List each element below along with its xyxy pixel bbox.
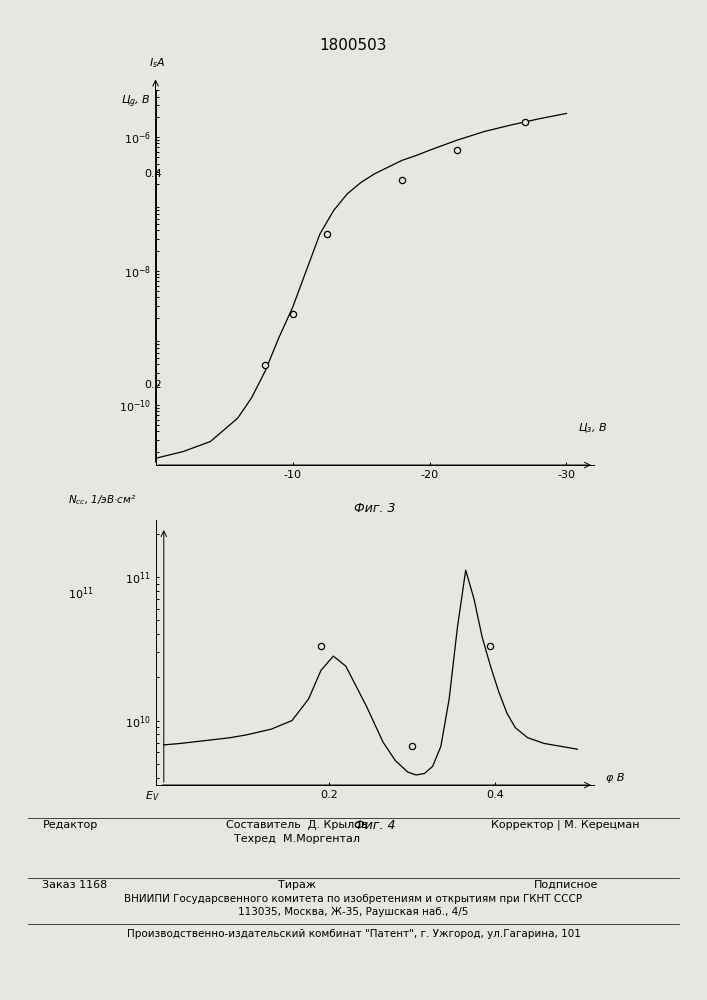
Text: $E_V$: $E_V$: [145, 789, 160, 803]
Text: 113035, Москва, Ж-35, Раушская наб., 4/5: 113035, Москва, Ж-35, Раушская наб., 4/5: [238, 907, 469, 917]
Text: Составитель  Д. Крылов: Составитель Д. Крылов: [226, 820, 368, 830]
Text: ВНИИПИ Государсвенного комитета по изобретениям и открытиям при ГКНТ СССР: ВНИИПИ Государсвенного комитета по изобр…: [124, 894, 583, 904]
Text: φ В: φ В: [607, 773, 625, 783]
Text: $Ц_з$, В: $Ц_з$, В: [578, 421, 607, 435]
Text: Техред  М.Моргентал: Техред М.Моргентал: [234, 834, 360, 844]
Text: $Ц_g$, В: $Ц_g$, В: [122, 93, 151, 110]
Text: Подписное: Подписное: [533, 880, 598, 890]
Text: $I_s$А: $I_s$А: [148, 56, 165, 70]
Text: Фиг. 4: Фиг. 4: [354, 819, 395, 832]
Text: $10^{11}$: $10^{11}$: [68, 586, 93, 602]
Text: 1800503: 1800503: [320, 38, 387, 53]
Text: $N_{cc}$, 1/эВ·см²: $N_{cc}$, 1/эВ·см²: [68, 493, 136, 507]
Text: Производственно-издательский комбинат "Патент", г. Ужгород, ул.Гагарина, 101: Производственно-издательский комбинат "П…: [127, 929, 580, 939]
Text: 0.2: 0.2: [145, 380, 163, 390]
Text: Заказ 1168: Заказ 1168: [42, 880, 107, 890]
Text: Корректор | М. Керецман: Корректор | М. Керецман: [491, 820, 640, 830]
Text: Редактор: Редактор: [42, 820, 98, 830]
Text: Тираж: Тираж: [278, 880, 316, 890]
Text: Фиг. 3: Фиг. 3: [354, 502, 395, 516]
Text: 0.4: 0.4: [145, 169, 163, 179]
